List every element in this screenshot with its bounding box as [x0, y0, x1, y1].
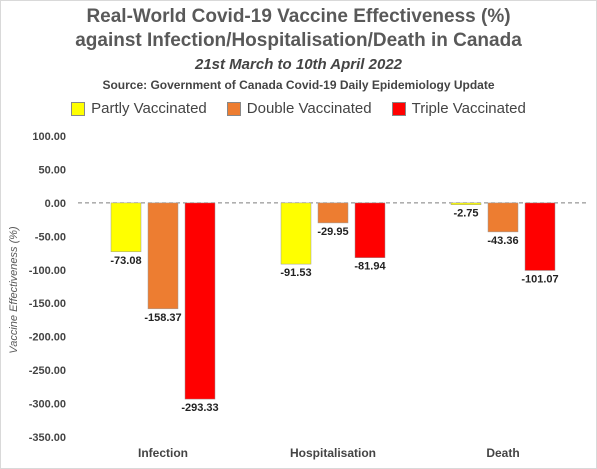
- bar: [184, 202, 216, 400]
- data-label: -43.36: [487, 235, 518, 247]
- legend-swatch-triple: [391, 101, 406, 116]
- x-tick-label: Death: [486, 446, 519, 460]
- legend-swatch-double: [226, 101, 241, 116]
- y-tick-label: -100.00: [29, 265, 66, 277]
- bar: [110, 202, 142, 253]
- data-label: -81.94: [354, 261, 386, 273]
- x-tick-label: Hospitalisation: [290, 446, 376, 460]
- x-tick-label: Infection: [138, 446, 188, 460]
- y-tick-label: 50.00: [38, 164, 66, 176]
- chart-title: Real-World Covid-19 Vaccine Effectivenes…: [86, 6, 511, 27]
- y-tick-label: 100.00: [32, 131, 66, 143]
- y-tick-label: -50.00: [35, 231, 66, 243]
- data-label: -73.08: [110, 255, 141, 267]
- y-tick-label: -150.00: [29, 298, 66, 310]
- data-label: -2.75: [453, 208, 478, 220]
- bar: [317, 202, 349, 224]
- y-tick-label: 0.00: [45, 198, 66, 210]
- chart-subtitle: 21st March to 10th April 2022: [194, 56, 403, 73]
- chart-source: Source: Government of Canada Covid-19 Da…: [102, 78, 495, 92]
- legend-label-triple: Triple Vaccinated: [411, 100, 526, 117]
- data-label: -101.07: [521, 273, 558, 285]
- y-tick-label: -200.00: [29, 332, 66, 344]
- legend-item-partly: Partly Vaccinated: [71, 100, 207, 117]
- data-label: -293.33: [181, 402, 218, 414]
- legend: Partly Vaccinated Double Vaccinated Trip…: [0, 100, 597, 117]
- y-tick-label: -250.00: [29, 365, 66, 377]
- legend-item-triple: Triple Vaccinated: [391, 100, 526, 117]
- data-label: -29.95: [317, 226, 348, 238]
- legend-label-double: Double Vaccinated: [246, 100, 372, 117]
- legend-label-partly: Partly Vaccinated: [91, 100, 207, 117]
- bar: [280, 202, 312, 265]
- y-tick-label: -350.00: [29, 432, 66, 444]
- bar: [354, 202, 386, 258]
- legend-swatch-partly: [71, 101, 86, 116]
- data-label: -91.53: [280, 267, 311, 279]
- bar: [487, 202, 519, 233]
- bar: [450, 202, 482, 205]
- bar: [524, 202, 556, 271]
- chart-title-line2: against Infection/Hospitalisation/Death …: [75, 30, 522, 51]
- bar: [147, 202, 179, 310]
- y-tick-label: -300.00: [29, 399, 66, 411]
- data-label: -158.37: [144, 312, 181, 324]
- legend-item-double: Double Vaccinated: [226, 100, 372, 117]
